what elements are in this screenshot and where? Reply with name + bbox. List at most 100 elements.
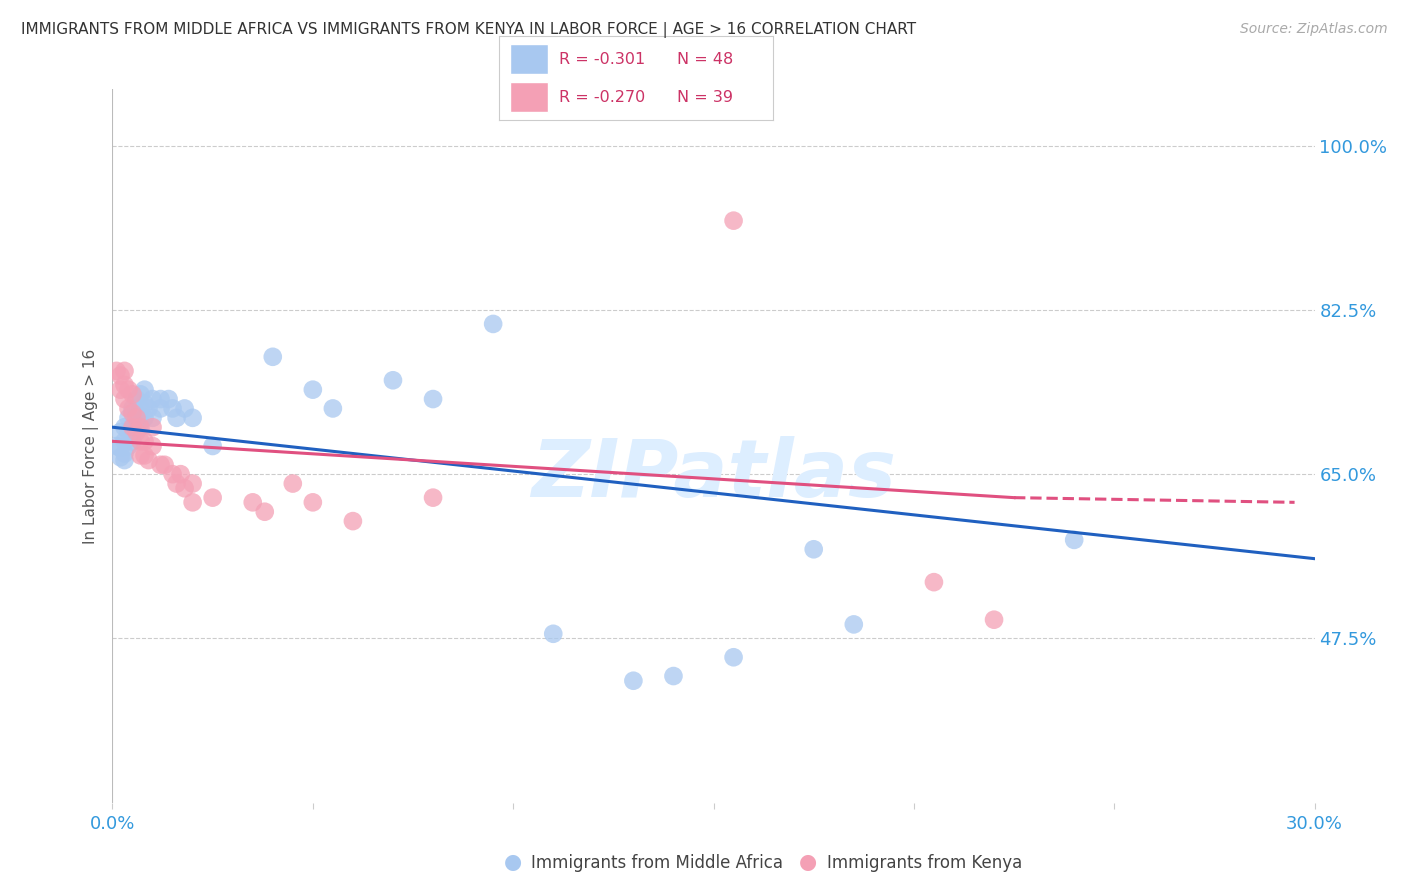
Point bbox=[114, 378, 136, 392]
Point bbox=[138, 401, 160, 416]
Point bbox=[134, 383, 156, 397]
Point bbox=[422, 491, 444, 505]
Point bbox=[121, 406, 143, 420]
Text: R = -0.270: R = -0.270 bbox=[560, 90, 645, 105]
Point bbox=[129, 401, 152, 416]
Point bbox=[302, 383, 325, 397]
Point bbox=[153, 458, 176, 472]
Point bbox=[149, 392, 172, 406]
Point bbox=[121, 387, 143, 401]
Point bbox=[114, 434, 136, 449]
Point bbox=[149, 458, 172, 472]
Point bbox=[117, 383, 139, 397]
Point bbox=[125, 392, 148, 406]
Point bbox=[129, 449, 152, 463]
Y-axis label: In Labor Force | Age > 16: In Labor Force | Age > 16 bbox=[83, 349, 98, 543]
Point bbox=[117, 410, 139, 425]
Point bbox=[105, 439, 128, 453]
Point bbox=[181, 495, 204, 509]
Point bbox=[482, 317, 505, 331]
Point bbox=[121, 401, 143, 416]
FancyBboxPatch shape bbox=[510, 82, 548, 112]
Point bbox=[141, 439, 163, 453]
Point bbox=[134, 449, 156, 463]
Text: ●: ● bbox=[505, 853, 522, 872]
Point bbox=[121, 406, 143, 420]
Point bbox=[141, 410, 163, 425]
Point bbox=[162, 467, 184, 482]
Text: Immigrants from Kenya: Immigrants from Kenya bbox=[827, 855, 1022, 872]
Point bbox=[114, 420, 136, 434]
Text: N = 39: N = 39 bbox=[678, 90, 734, 105]
Point bbox=[134, 397, 156, 411]
Point bbox=[110, 425, 132, 439]
Point bbox=[181, 410, 204, 425]
Point bbox=[842, 617, 865, 632]
Point bbox=[129, 416, 152, 430]
Point bbox=[723, 213, 745, 227]
Text: N = 48: N = 48 bbox=[678, 52, 734, 67]
Point bbox=[382, 373, 405, 387]
Point bbox=[803, 542, 825, 557]
Point bbox=[173, 401, 195, 416]
Point bbox=[134, 410, 156, 425]
Point bbox=[302, 495, 325, 509]
Point bbox=[110, 383, 132, 397]
Point bbox=[281, 476, 304, 491]
Point bbox=[129, 434, 152, 449]
Point bbox=[157, 392, 180, 406]
Point bbox=[134, 434, 156, 449]
Point bbox=[181, 476, 204, 491]
Text: ZIPatlas: ZIPatlas bbox=[531, 435, 896, 514]
Point bbox=[138, 453, 160, 467]
Point bbox=[201, 491, 224, 505]
Point bbox=[125, 406, 148, 420]
Point bbox=[342, 514, 364, 528]
Point bbox=[125, 410, 148, 425]
Point bbox=[173, 481, 195, 495]
Point bbox=[621, 673, 644, 688]
Point bbox=[162, 401, 184, 416]
Point bbox=[121, 434, 143, 449]
Point bbox=[201, 439, 224, 453]
Point bbox=[125, 425, 148, 439]
Point bbox=[169, 467, 191, 482]
Point bbox=[543, 627, 565, 641]
Point bbox=[983, 613, 1005, 627]
Point bbox=[114, 392, 136, 406]
Point bbox=[110, 441, 132, 455]
Point bbox=[110, 450, 132, 465]
Point bbox=[141, 420, 163, 434]
Point bbox=[922, 575, 945, 590]
Point bbox=[114, 364, 136, 378]
Point bbox=[322, 401, 344, 416]
Text: ●: ● bbox=[800, 853, 817, 872]
Text: Source: ZipAtlas.com: Source: ZipAtlas.com bbox=[1240, 22, 1388, 37]
Point bbox=[117, 439, 139, 453]
Text: Immigrants from Middle Africa: Immigrants from Middle Africa bbox=[531, 855, 783, 872]
Point bbox=[110, 368, 132, 383]
Point bbox=[166, 410, 188, 425]
Point bbox=[121, 420, 143, 434]
Text: IMMIGRANTS FROM MIDDLE AFRICA VS IMMIGRANTS FROM KENYA IN LABOR FORCE | AGE > 16: IMMIGRANTS FROM MIDDLE AFRICA VS IMMIGRA… bbox=[21, 22, 917, 38]
Point bbox=[723, 650, 745, 665]
Point bbox=[242, 495, 264, 509]
FancyBboxPatch shape bbox=[510, 44, 548, 74]
Point bbox=[149, 401, 172, 416]
Point bbox=[129, 420, 152, 434]
Point bbox=[114, 453, 136, 467]
Point bbox=[105, 364, 128, 378]
Point bbox=[117, 401, 139, 416]
Point bbox=[114, 446, 136, 460]
Point bbox=[121, 420, 143, 434]
Point bbox=[262, 350, 284, 364]
Point bbox=[141, 392, 163, 406]
Point bbox=[662, 669, 685, 683]
Point bbox=[1063, 533, 1085, 547]
Point bbox=[125, 420, 148, 434]
Point bbox=[117, 425, 139, 439]
Point bbox=[422, 392, 444, 406]
Point bbox=[253, 505, 276, 519]
Point bbox=[166, 476, 188, 491]
Point bbox=[129, 387, 152, 401]
